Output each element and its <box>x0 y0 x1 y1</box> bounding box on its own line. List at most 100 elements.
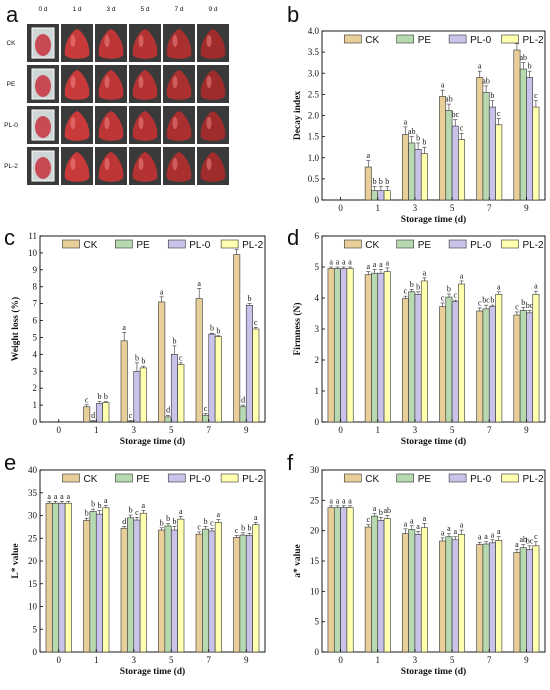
photo-cell <box>27 24 59 62</box>
significance-letter: a <box>460 271 464 280</box>
y-tick-label: 6 <box>315 231 320 241</box>
significance-letter: a <box>329 496 333 505</box>
significance-letter: c <box>460 124 464 133</box>
legend-swatch <box>220 473 239 483</box>
significance-letter: a <box>423 514 427 523</box>
legend-label: CK <box>84 240 98 251</box>
significance-letter: d <box>166 406 170 415</box>
bar <box>208 333 216 423</box>
significance-letter: c <box>453 291 457 300</box>
photo-cell <box>27 147 59 185</box>
legend-label: PL-0 <box>189 240 211 251</box>
x-tick-label: 0 <box>338 655 343 665</box>
bar <box>133 370 141 423</box>
significance-letter: c <box>235 526 239 535</box>
photo-day-label: 3 d <box>106 6 115 13</box>
bar <box>377 520 385 653</box>
significance-letter: c <box>366 515 370 524</box>
bar <box>127 517 135 653</box>
bar <box>252 524 260 653</box>
x-axis-label: Storage time (d) <box>401 214 466 225</box>
bar <box>346 268 354 423</box>
y-tick-label: 15 <box>310 556 320 566</box>
significance-letter: a <box>366 151 370 160</box>
series-CK: ac aa aa <box>327 496 521 653</box>
x-tick-label: 1 <box>94 655 99 665</box>
bar <box>214 522 222 653</box>
significance-letter: a <box>379 260 383 269</box>
legend: CK PE PL-0 PL-2 <box>343 239 544 251</box>
legend: CK PE PL-0 PL-2 <box>343 473 544 485</box>
bar <box>532 106 540 201</box>
significance-letter: ab <box>519 53 527 62</box>
significance-letter: b <box>490 91 494 100</box>
bar <box>414 149 422 201</box>
legend-swatch <box>343 239 362 249</box>
significance-letter: c <box>179 353 183 362</box>
bar <box>451 125 459 201</box>
bar <box>245 535 253 653</box>
x-tick-label: 0 <box>338 425 343 435</box>
y-tick-label: 30 <box>28 511 38 521</box>
significance-letter: b <box>160 518 164 527</box>
significance-letter: a <box>254 513 258 522</box>
photo-cell <box>163 65 195 103</box>
y-axis-label: Weight loss (%) <box>10 297 21 361</box>
y-tick-label: 15 <box>28 579 38 589</box>
significance-letter: bc <box>526 536 534 545</box>
legend-swatch <box>501 239 519 249</box>
photo-cell <box>61 65 93 103</box>
x-tick-label: 5 <box>450 425 455 435</box>
bar <box>488 106 496 201</box>
significance-letter: c <box>129 411 133 420</box>
y-tick-label: 2 <box>315 355 320 365</box>
significance-letter: a <box>67 492 71 501</box>
legend-swatch <box>115 239 133 249</box>
bar <box>439 540 447 653</box>
bar <box>170 354 178 423</box>
x-tick-label: 9 <box>524 425 529 435</box>
bar <box>58 502 66 653</box>
significance-letter: a <box>484 532 488 541</box>
legend-swatch <box>62 239 80 249</box>
legend: CK PE PL-0 PL-2 <box>62 473 264 485</box>
bar <box>371 272 379 423</box>
photo-cell <box>197 24 229 62</box>
x-tick-label: 1 <box>376 655 381 665</box>
bar <box>420 153 428 201</box>
photo-cell <box>95 65 127 103</box>
y-tick-label: 3.5 <box>308 47 320 57</box>
bar <box>401 134 409 201</box>
significance-letter: a <box>348 496 352 505</box>
significance-letter: a <box>179 507 183 516</box>
y-tick-label: 0 <box>315 647 320 657</box>
significance-letter: a <box>478 62 482 71</box>
y-tick-label: 4 <box>33 349 38 359</box>
bar <box>495 540 503 653</box>
significance-letter: b <box>528 62 532 71</box>
significance-letter: b <box>91 500 95 509</box>
bar <box>371 190 379 201</box>
significance-letter: a <box>342 496 346 505</box>
y-tick-label: 0 <box>315 195 320 205</box>
significance-letter: a <box>441 81 445 90</box>
y-tick-label: 2.0 <box>308 111 320 121</box>
significance-letter: a <box>497 527 501 536</box>
significance-letter: b <box>172 517 176 526</box>
bar <box>170 529 178 653</box>
y-tick-label: 25 <box>310 495 320 505</box>
significance-letter: ab <box>383 506 391 515</box>
x-tick-label: 1 <box>376 425 381 435</box>
y-axis-label: a* value <box>293 544 303 578</box>
bar <box>139 512 147 653</box>
y-tick-label: 1 <box>33 400 38 410</box>
significance-letter: b <box>135 353 139 362</box>
bar <box>408 142 416 201</box>
photo-row-label: CK <box>6 40 16 47</box>
y-tick-label: 0 <box>315 417 320 427</box>
y-tick-label: 0 <box>33 647 38 657</box>
